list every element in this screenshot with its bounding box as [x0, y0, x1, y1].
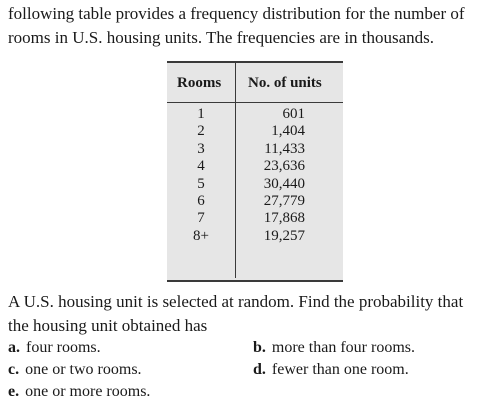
cell-units: 601 — [282, 106, 306, 122]
cell-units: 1,404 — [271, 123, 305, 140]
cell-rooms: 6 — [197, 192, 205, 209]
cell-rooms: 1 — [197, 106, 205, 122]
cell-rooms: 2 — [197, 123, 205, 140]
table-row: 5 30,440 — [167, 176, 343, 193]
cell-units: 30,440 — [263, 175, 305, 192]
part-b: b. more than four rooms. — [253, 339, 415, 357]
part-e-text: one or more rooms. — [25, 383, 151, 400]
part-a-letter: a. — [8, 339, 20, 356]
question-paragraph: A U.S. housing unit is selected at rando… — [8, 290, 502, 338]
cell-units: 19,257 — [263, 227, 305, 244]
part-d-letter: d. — [253, 361, 266, 378]
part-d-text: fewer than one room. — [271, 361, 409, 378]
part-c-text: one or two rooms. — [25, 361, 142, 378]
part-a-text: four rooms. — [26, 339, 101, 356]
part-e: e. one or more rooms. — [8, 383, 150, 401]
cell-rooms: 5 — [197, 175, 205, 192]
part-a: a. four rooms. — [8, 339, 101, 357]
part-e-letter: e. — [8, 383, 20, 400]
intro-line-2: rooms in U.S. housing units. The frequen… — [8, 28, 435, 47]
header-divider — [167, 102, 343, 103]
table-row: 7 17,868 — [167, 210, 343, 227]
cell-rooms: 3 — [197, 140, 205, 157]
question-line-2: the housing unit obtained has — [8, 316, 208, 335]
column-divider — [235, 63, 236, 278]
table-row: 1 601 — [167, 106, 343, 123]
cell-units: 17,868 — [263, 210, 305, 227]
cell-rooms: 4 — [197, 158, 205, 175]
cell-units: 27,779 — [263, 192, 305, 209]
part-b-letter: b. — [253, 339, 266, 356]
frequency-table: Rooms No. of units 1 601 2 1,404 3 11,43… — [167, 61, 343, 282]
part-b-text: more than four rooms. — [271, 339, 415, 356]
header-rooms: Rooms — [177, 75, 222, 91]
table-row: 3 11,433 — [167, 141, 343, 158]
part-c: c. one or two rooms. — [8, 361, 142, 379]
table-row: 8+ 19,257 — [167, 228, 343, 245]
cell-rooms: 8+ — [193, 227, 209, 244]
part-d: d. fewer than one room. — [253, 361, 409, 379]
table-header: Rooms No. of units — [167, 63, 343, 103]
table-row: 2 1,404 — [167, 123, 343, 140]
cell-units: 23,636 — [263, 158, 305, 175]
cell-rooms: 7 — [197, 210, 205, 227]
table-row: 6 27,779 — [167, 193, 343, 210]
cell-units: 11,433 — [264, 140, 305, 157]
intro-line-1: following table provides a frequency dis… — [8, 4, 465, 23]
part-c-letter: c. — [8, 361, 20, 378]
table-body: 1 601 2 1,404 3 11,433 4 23,636 5 30,440… — [167, 106, 343, 245]
header-no-of-units: No. of units — [248, 75, 322, 91]
question-line-1: A U.S. housing unit is selected at rando… — [8, 292, 464, 311]
table-row: 4 23,636 — [167, 158, 343, 175]
intro-paragraph: following table provides a frequency dis… — [8, 2, 502, 50]
